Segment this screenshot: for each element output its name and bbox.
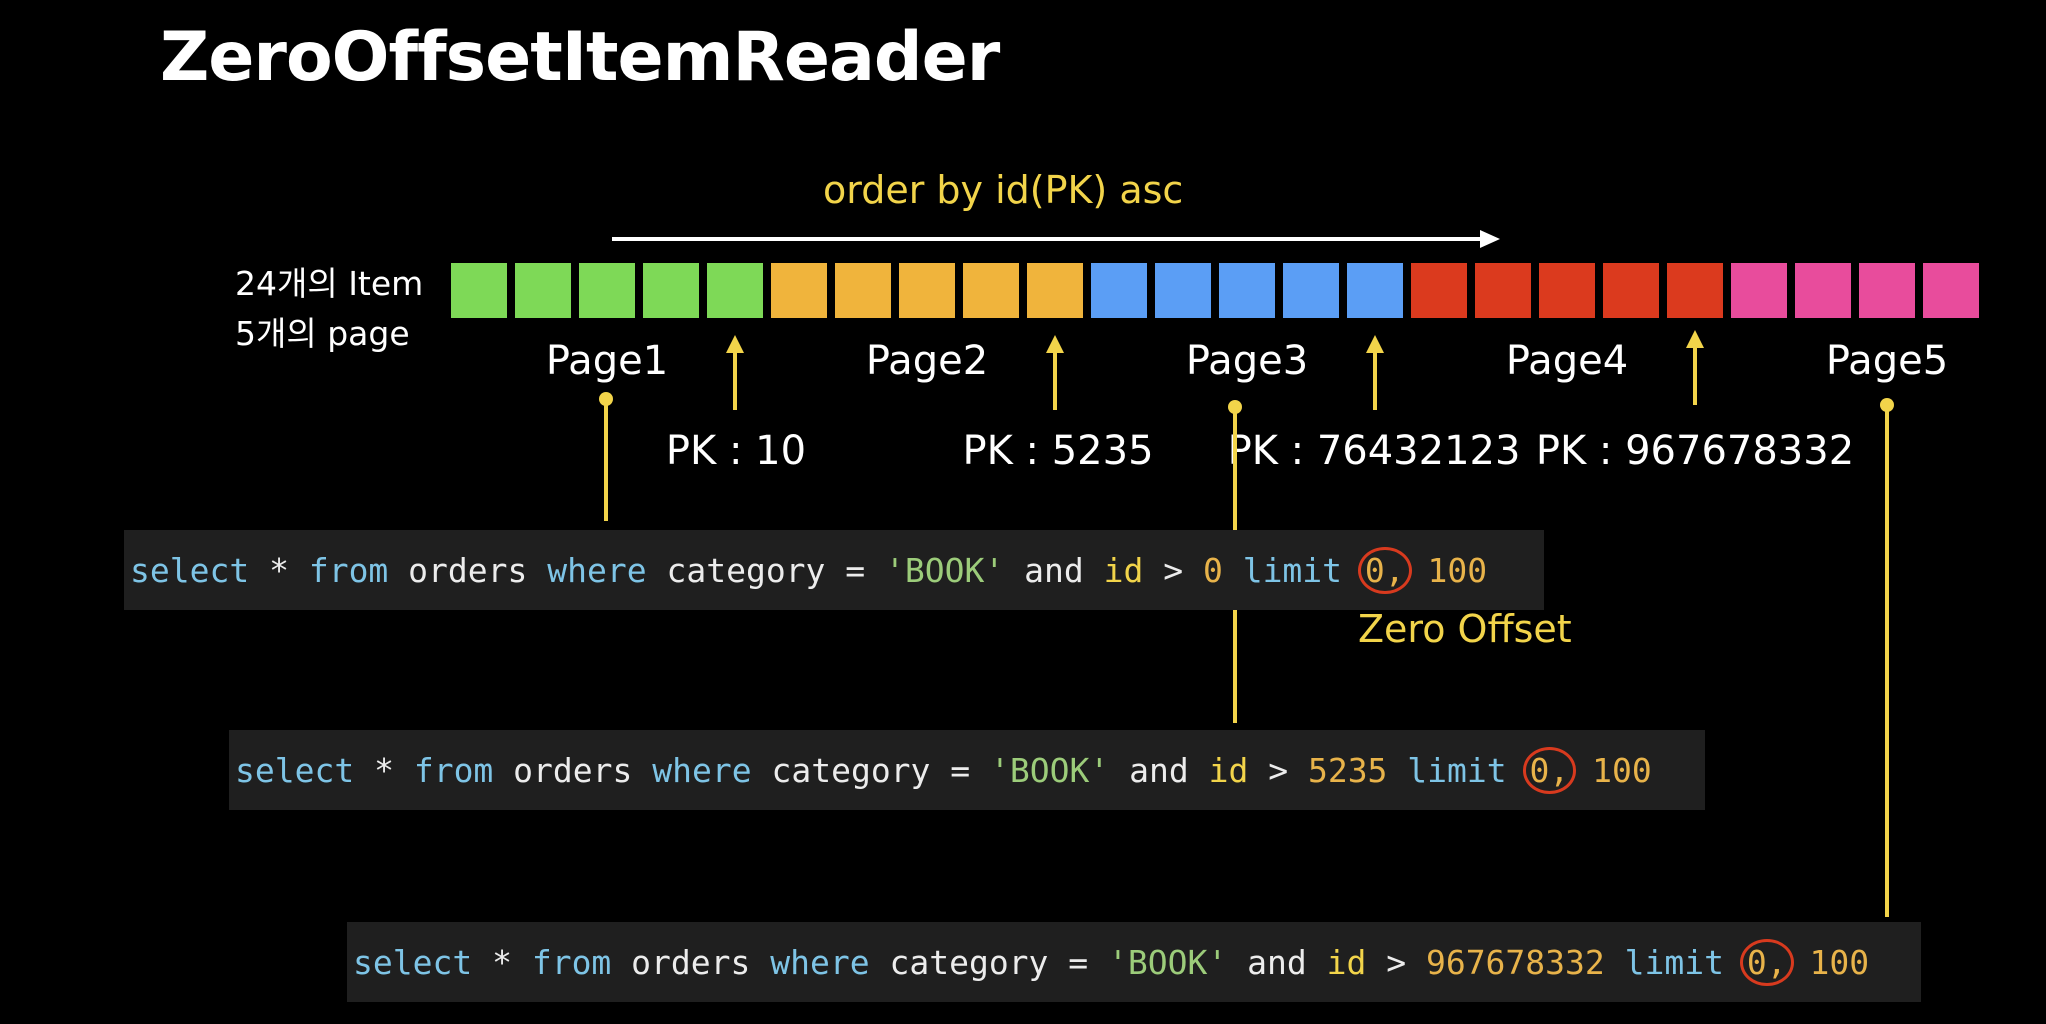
sql-keyword: limit xyxy=(1387,750,1527,790)
item-block-page4 xyxy=(1603,263,1659,318)
sql-value: 967678332 xyxy=(1425,942,1605,982)
order-arrow-head xyxy=(1480,230,1500,248)
sql-text: > xyxy=(1248,750,1308,790)
item-block-page5 xyxy=(1731,263,1787,318)
boundary-arrow-4-line xyxy=(1693,347,1697,405)
item-block-page1 xyxy=(707,263,763,318)
page1-connector-line xyxy=(604,399,608,521)
item-block-page4 xyxy=(1411,263,1467,318)
sql-query-2: select * from orders where category = 'B… xyxy=(229,730,1705,810)
item-block-page1 xyxy=(515,263,571,318)
sql-text: * xyxy=(472,942,532,982)
boundary-arrow-4-icon xyxy=(1686,330,1704,348)
item-block-page3 xyxy=(1155,263,1211,318)
zero-offset-label: Zero Offset xyxy=(1358,607,1572,651)
item-block-page4 xyxy=(1475,263,1531,318)
sql-id: id xyxy=(1208,750,1249,790)
sql-keyword: from xyxy=(531,942,612,982)
sql-keyword: where xyxy=(770,942,870,982)
sql-keyword: where xyxy=(652,750,752,790)
item-block-page2 xyxy=(899,263,955,318)
item-block-page1 xyxy=(643,263,699,318)
sql-id: id xyxy=(1103,550,1144,590)
item-block-page2 xyxy=(963,263,1019,318)
item-block-page3 xyxy=(1283,263,1339,318)
boundary-arrow-1-line xyxy=(733,352,737,410)
item-block-page2 xyxy=(1027,263,1083,318)
item-block-page3 xyxy=(1347,263,1403,318)
pk-label-2: PK : 5235 xyxy=(962,428,1154,474)
sql-text: * xyxy=(249,550,309,590)
page2-label: Page2 xyxy=(865,338,989,384)
order-label: order by id(PK) asc xyxy=(823,168,1184,212)
offset-circle: 0, xyxy=(1522,746,1577,794)
offset-circle: 0, xyxy=(1739,938,1794,986)
page5-label: Page5 xyxy=(1825,338,1949,384)
sql-string: 'BOOK' xyxy=(885,550,1005,590)
sql-text: and xyxy=(1227,942,1327,982)
sql-text: category = xyxy=(646,550,886,590)
sql-keyword: select xyxy=(130,550,250,590)
sql-text: and xyxy=(1109,750,1209,790)
sql-limit-size: 100 xyxy=(1407,550,1488,590)
page5-connector-line xyxy=(1885,405,1889,917)
sql-text: orders xyxy=(388,550,548,590)
sql-limit-size: 100 xyxy=(1789,942,1870,982)
page-count-label: 5개의 page xyxy=(235,314,410,353)
sql-string: 'BOOK' xyxy=(1108,942,1228,982)
sql-text: and xyxy=(1004,550,1104,590)
pk-label-3: PK : 76432123 xyxy=(1227,428,1521,474)
sql-text: category = xyxy=(751,750,991,790)
page-title: ZeroOffsetItemReader xyxy=(160,18,1000,97)
sql-text: orders xyxy=(611,942,771,982)
sql-text: > xyxy=(1143,550,1203,590)
sql-keyword: limit xyxy=(1604,942,1744,982)
sql-keyword: from xyxy=(413,750,494,790)
item-block-page5 xyxy=(1923,263,1979,318)
sql-limit-size: 100 xyxy=(1572,750,1652,790)
sql-value: 0 xyxy=(1202,550,1223,590)
item-block-page2 xyxy=(835,263,891,318)
item-block-page2 xyxy=(771,263,827,318)
sql-string: 'BOOK' xyxy=(990,750,1110,790)
sql-id: id xyxy=(1326,942,1367,982)
item-block-page3 xyxy=(1091,263,1147,318)
page4-label: Page4 xyxy=(1505,338,1629,384)
page1-label: Page1 xyxy=(545,338,669,384)
sql-keyword: where xyxy=(547,550,647,590)
item-block-page4 xyxy=(1539,263,1595,318)
sql-text: > xyxy=(1366,942,1426,982)
item-block-page3 xyxy=(1219,263,1275,318)
sql-text: orders xyxy=(493,750,653,790)
item-block-page5 xyxy=(1795,263,1851,318)
sql-text: category = xyxy=(869,942,1109,982)
item-block-page5 xyxy=(1859,263,1915,318)
sql-keyword: from xyxy=(308,550,389,590)
pk-label-4: PK : 967678332 xyxy=(1535,428,1855,474)
item-count-label: 24개의 Item xyxy=(235,264,424,303)
boundary-arrow-2-icon xyxy=(1046,335,1064,353)
sql-keyword: limit xyxy=(1222,550,1362,590)
pk-label-1: PK : 10 xyxy=(665,428,807,474)
item-block-page4 xyxy=(1667,263,1723,318)
sql-keyword: select xyxy=(235,750,355,790)
sql-query-1: select * from orders where category = 'B… xyxy=(124,530,1544,610)
order-arrow-line xyxy=(612,237,1482,241)
sql-query-3: select * from orders where category = 'B… xyxy=(347,922,1921,1002)
sql-text: * xyxy=(354,750,414,790)
boundary-arrow-2-line xyxy=(1053,352,1057,410)
page3-label: Page3 xyxy=(1185,338,1309,384)
boundary-arrow-3-line xyxy=(1373,352,1377,410)
offset-circle: 0, xyxy=(1357,546,1412,594)
sql-keyword: select xyxy=(353,942,473,982)
boundary-arrow-3-icon xyxy=(1366,335,1384,353)
item-block-page1 xyxy=(451,263,507,318)
boundary-arrow-1-icon xyxy=(726,335,744,353)
sql-value: 5235 xyxy=(1307,750,1388,790)
item-block-page1 xyxy=(579,263,635,318)
